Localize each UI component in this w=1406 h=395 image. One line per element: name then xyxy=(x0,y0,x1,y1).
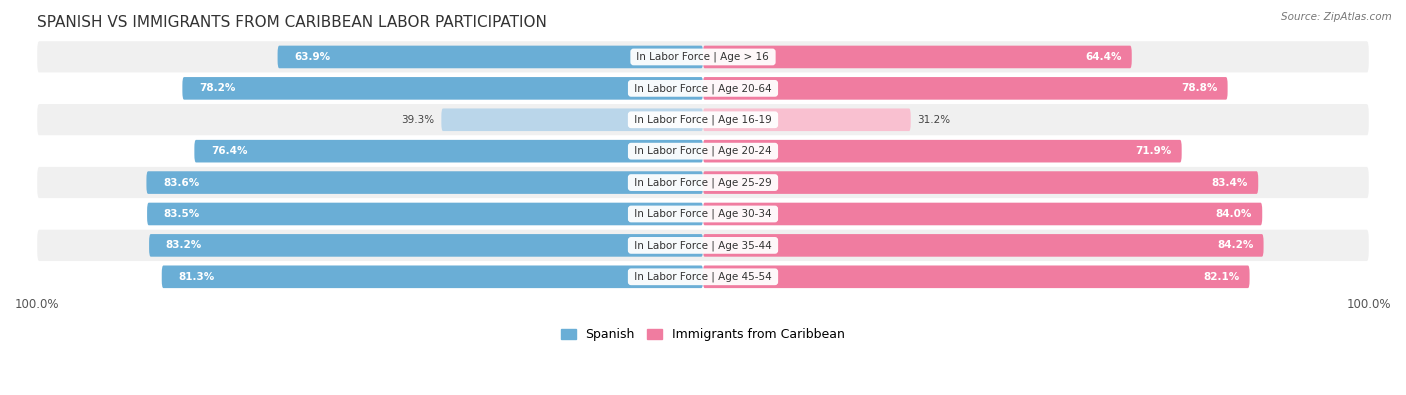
Text: 83.4%: 83.4% xyxy=(1212,178,1249,188)
Text: 63.9%: 63.9% xyxy=(294,52,330,62)
FancyBboxPatch shape xyxy=(148,203,703,225)
Text: 84.2%: 84.2% xyxy=(1218,241,1254,250)
FancyBboxPatch shape xyxy=(183,77,703,100)
FancyBboxPatch shape xyxy=(37,261,1369,292)
Text: 64.4%: 64.4% xyxy=(1085,52,1122,62)
FancyBboxPatch shape xyxy=(37,104,1369,135)
FancyBboxPatch shape xyxy=(37,229,1369,261)
FancyBboxPatch shape xyxy=(703,203,1263,225)
FancyBboxPatch shape xyxy=(149,234,703,257)
FancyBboxPatch shape xyxy=(703,171,1258,194)
Text: 83.5%: 83.5% xyxy=(163,209,200,219)
Text: 76.4%: 76.4% xyxy=(211,146,247,156)
FancyBboxPatch shape xyxy=(37,198,1369,229)
FancyBboxPatch shape xyxy=(146,171,703,194)
FancyBboxPatch shape xyxy=(703,265,1250,288)
FancyBboxPatch shape xyxy=(162,265,703,288)
FancyBboxPatch shape xyxy=(703,140,1181,162)
Text: In Labor Force | Age 35-44: In Labor Force | Age 35-44 xyxy=(631,240,775,251)
Text: 83.2%: 83.2% xyxy=(166,241,202,250)
Text: 39.3%: 39.3% xyxy=(402,115,434,125)
Text: 82.1%: 82.1% xyxy=(1204,272,1240,282)
Text: 78.8%: 78.8% xyxy=(1181,83,1218,93)
FancyBboxPatch shape xyxy=(37,41,1369,73)
FancyBboxPatch shape xyxy=(277,46,703,68)
FancyBboxPatch shape xyxy=(703,234,1264,257)
Text: SPANISH VS IMMIGRANTS FROM CARIBBEAN LABOR PARTICIPATION: SPANISH VS IMMIGRANTS FROM CARIBBEAN LAB… xyxy=(37,15,547,30)
Text: In Labor Force | Age 20-64: In Labor Force | Age 20-64 xyxy=(631,83,775,94)
Text: 84.0%: 84.0% xyxy=(1216,209,1253,219)
FancyBboxPatch shape xyxy=(37,73,1369,104)
Text: In Labor Force | Age 20-24: In Labor Force | Age 20-24 xyxy=(631,146,775,156)
Text: 71.9%: 71.9% xyxy=(1136,146,1171,156)
Text: 31.2%: 31.2% xyxy=(917,115,950,125)
Text: In Labor Force | Age 30-34: In Labor Force | Age 30-34 xyxy=(631,209,775,219)
FancyBboxPatch shape xyxy=(194,140,703,162)
FancyBboxPatch shape xyxy=(441,109,703,131)
Legend: Spanish, Immigrants from Caribbean: Spanish, Immigrants from Caribbean xyxy=(555,323,851,346)
FancyBboxPatch shape xyxy=(703,109,911,131)
Text: In Labor Force | Age 16-19: In Labor Force | Age 16-19 xyxy=(631,115,775,125)
Text: In Labor Force | Age 25-29: In Labor Force | Age 25-29 xyxy=(631,177,775,188)
Text: In Labor Force | Age 45-54: In Labor Force | Age 45-54 xyxy=(631,271,775,282)
FancyBboxPatch shape xyxy=(37,135,1369,167)
FancyBboxPatch shape xyxy=(37,167,1369,198)
Text: In Labor Force | Age > 16: In Labor Force | Age > 16 xyxy=(634,52,772,62)
FancyBboxPatch shape xyxy=(703,77,1227,100)
Text: 83.6%: 83.6% xyxy=(163,178,200,188)
FancyBboxPatch shape xyxy=(703,46,1132,68)
Text: 78.2%: 78.2% xyxy=(200,83,235,93)
Text: 81.3%: 81.3% xyxy=(179,272,215,282)
Text: Source: ZipAtlas.com: Source: ZipAtlas.com xyxy=(1281,12,1392,22)
